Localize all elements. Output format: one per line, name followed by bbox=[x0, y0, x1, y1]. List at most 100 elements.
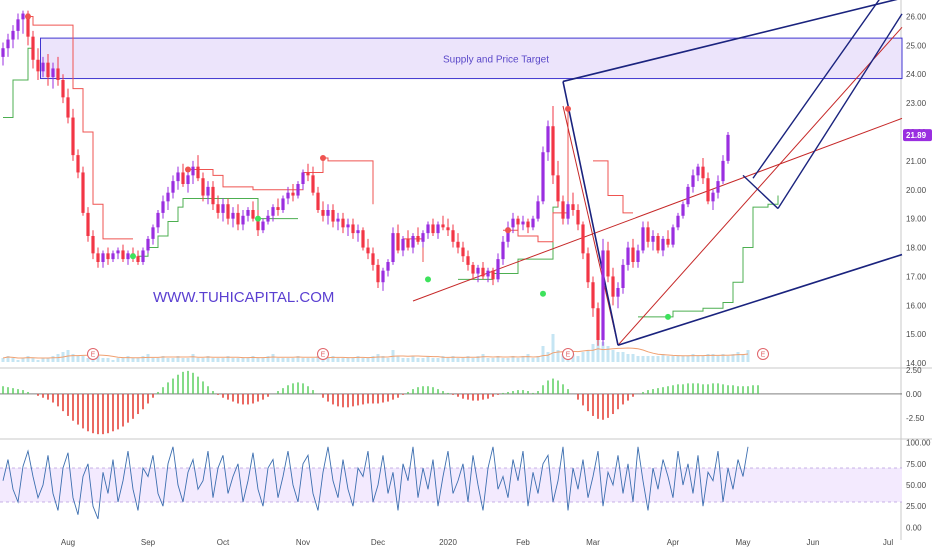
candle-up bbox=[101, 253, 105, 262]
volume-bar bbox=[701, 356, 705, 362]
candle-down bbox=[556, 175, 560, 202]
volume-bar bbox=[381, 356, 385, 362]
candle-down bbox=[516, 218, 520, 225]
watermark-text: WWW.TUHICAPITAL.COM bbox=[153, 289, 334, 306]
earnings-marker[interactable] bbox=[757, 348, 769, 360]
candle-down bbox=[481, 267, 485, 277]
volume-bar bbox=[176, 356, 180, 362]
volume-bar bbox=[41, 358, 45, 362]
volume-bars bbox=[1, 334, 750, 362]
macd-axis: 2.50 0.00 -2.50 bbox=[906, 366, 925, 423]
candle-up bbox=[221, 204, 225, 213]
volume-bar bbox=[51, 356, 55, 362]
volume-bar bbox=[461, 358, 465, 362]
candle-up bbox=[381, 270, 385, 283]
candle-up bbox=[296, 184, 300, 196]
candle-down bbox=[361, 230, 365, 248]
volume-bar bbox=[441, 356, 445, 362]
candle-up bbox=[51, 68, 55, 78]
volume-bar bbox=[706, 354, 710, 362]
price-tick-label: 26.00 bbox=[906, 12, 927, 21]
candle-up bbox=[511, 218, 515, 228]
volume-bar bbox=[311, 358, 315, 362]
channel-line bbox=[617, 253, 903, 346]
candle-down bbox=[91, 236, 95, 254]
volume-bar bbox=[286, 358, 290, 362]
candle-up bbox=[301, 172, 305, 184]
price-tick-label: 17.00 bbox=[906, 272, 927, 281]
volume-bar bbox=[476, 356, 480, 362]
volume-bar bbox=[171, 358, 175, 362]
volume-bar bbox=[416, 358, 420, 362]
candle-up bbox=[626, 247, 630, 265]
volume-bar bbox=[606, 346, 610, 362]
candle-down bbox=[491, 270, 495, 280]
time-tick-label: Nov bbox=[296, 538, 310, 547]
candle-down bbox=[561, 201, 565, 219]
earnings-marker[interactable] bbox=[562, 348, 574, 360]
rsi-panel bbox=[0, 446, 902, 520]
volume-bar bbox=[571, 354, 575, 362]
candle-down bbox=[311, 175, 315, 193]
volume-bar bbox=[746, 350, 750, 362]
volume-bar bbox=[421, 358, 425, 362]
candle-up bbox=[176, 172, 180, 182]
volume-bar bbox=[581, 352, 585, 362]
volume-bar bbox=[221, 358, 225, 362]
volume-bar bbox=[261, 358, 265, 362]
candle-up bbox=[1, 48, 5, 57]
time-tick-label: Sep bbox=[141, 538, 156, 547]
volume-bar bbox=[361, 358, 365, 362]
grid-layer bbox=[0, 0, 932, 540]
volume-bar bbox=[151, 358, 155, 362]
candle-up bbox=[541, 152, 545, 202]
volume-bar bbox=[106, 358, 110, 362]
volume-bar bbox=[456, 358, 460, 362]
volume-bar bbox=[86, 358, 90, 362]
earnings-marker[interactable] bbox=[317, 348, 329, 360]
fan-line bbox=[412, 117, 903, 302]
rsi-axis: 100.00 75.00 50.00 25.00 0.00 bbox=[906, 439, 931, 533]
earnings-marker[interactable] bbox=[87, 348, 99, 360]
candle-up bbox=[186, 175, 190, 184]
volume-bar bbox=[131, 358, 135, 362]
candle-down bbox=[586, 253, 590, 283]
candle-up bbox=[691, 175, 695, 187]
candle-up bbox=[246, 210, 250, 216]
candle-up bbox=[676, 215, 680, 228]
candle-up bbox=[266, 215, 270, 222]
price-tick-label: 21.00 bbox=[906, 157, 927, 166]
candle-up bbox=[21, 13, 25, 20]
candle-up bbox=[531, 218, 535, 228]
volume-bar bbox=[271, 354, 275, 362]
volume-bar bbox=[641, 356, 645, 362]
candle-up bbox=[421, 233, 425, 242]
candle-down bbox=[86, 212, 90, 236]
volume-bar bbox=[596, 338, 600, 362]
candle-down bbox=[256, 218, 260, 231]
time-tick-label: 2020 bbox=[439, 538, 457, 547]
candle-down bbox=[216, 204, 220, 213]
volume-bar bbox=[661, 354, 665, 362]
candle-up bbox=[506, 227, 510, 242]
volume-bar bbox=[401, 358, 405, 362]
supply-zone-rect[interactable] bbox=[40, 37, 903, 80]
volume-bar bbox=[681, 356, 685, 362]
volume-bar bbox=[396, 356, 400, 362]
candle-down bbox=[416, 236, 420, 242]
candle-down bbox=[31, 36, 35, 60]
last-price-badge: 21.89 bbox=[903, 129, 932, 142]
candle-down bbox=[181, 172, 185, 184]
volume-bar bbox=[96, 356, 100, 362]
supply-zone[interactable]: Supply and Price Target bbox=[40, 37, 903, 80]
candle-down bbox=[96, 253, 100, 262]
time-tick-label: Mar bbox=[586, 538, 600, 547]
candle-down bbox=[46, 62, 50, 78]
candle-up bbox=[286, 192, 290, 199]
rsi-tick-label: 25.00 bbox=[906, 502, 927, 511]
candle-down bbox=[291, 192, 295, 196]
volume-bar bbox=[291, 358, 295, 362]
volume-bar bbox=[666, 356, 670, 362]
macd-tick-label: 0.00 bbox=[906, 390, 922, 399]
